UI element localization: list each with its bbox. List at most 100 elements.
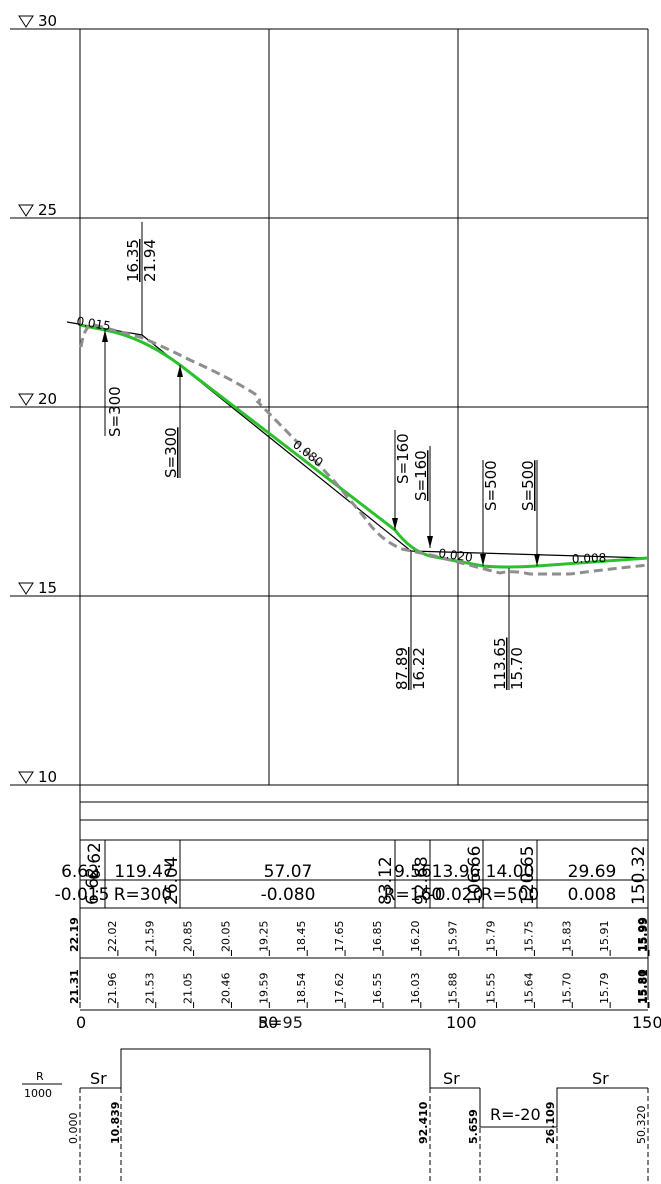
vc-arrow-6 [534,554,540,566]
sr-label-3: Sr [592,1069,609,1088]
ground-elevation-label: 15.70 [560,973,573,1005]
length-label-3: 92.410 [417,1101,430,1144]
band-top-7: 29.69 [568,862,617,882]
pvi-station-3: 113.65 [491,638,509,691]
ground-elevation-label: 20.46 [219,973,232,1005]
design-elevation-label: 15.97 [447,921,460,953]
band-bottom-2: R=300 [114,885,173,905]
ground-elevation-label: 18.54 [295,973,308,1005]
band-vertical-8: 150.32 [629,846,649,905]
band-bottom-6: R=500 [481,885,540,905]
band-top-4: 9.56 [394,862,432,882]
elevation-triangle-15 [18,582,34,595]
station-labels: 0 50 100 150 R=95 [76,1013,661,1032]
elevation-triangle-30 [18,15,34,28]
vc-arrow-4 [427,536,433,548]
pvi-elevation-1: 21.94 [141,239,159,282]
band-vertical-4: 83.12 [376,856,396,905]
station-overlap-label: R=95 [258,1013,303,1032]
vc-label-4: S=160 [412,450,430,501]
vc-label-3: S=160 [394,433,412,484]
elevation-markers [18,15,34,784]
grade-band-vertical: 6.62 6.62 26.04 83.12 92.68 106.66 120.6… [83,842,649,905]
design-elevation-label: 21.59 [144,921,157,953]
design-elevation-label: 15.91 [598,921,611,953]
sr-label-2: Sr [443,1069,460,1088]
band-vertical-6: 106.66 [465,846,485,905]
design-elevation-label: 22.02 [106,921,119,953]
band-top-5: 13.96 [432,862,481,882]
horizontal-band [22,1048,649,1184]
elevation-label-20: 20 [38,390,57,408]
vc-arrow-3 [392,518,398,530]
band-top-3: 57.07 [264,862,313,882]
ground-elevation-label: 15.79 [598,973,611,1005]
vc-label-2: S=300 [162,427,180,478]
vertical-curve-arrows [102,330,540,566]
elevation-triangle-20 [18,393,34,406]
pvi-leaders [141,222,510,690]
ground-elevation-label: 21.53 [144,973,157,1005]
ground-elevation-label: 21.96 [106,973,119,1005]
station-label-150: 150 [632,1013,661,1032]
band-top-6: 14.00 [486,862,535,882]
r-curve-label: R=-20 [490,1105,541,1124]
ground-elevation-label: 16.55 [371,973,384,1005]
design-elevation-label: 17.65 [333,921,346,953]
vc-label-6: S=500 [519,460,537,511]
ground-elevation-label: 15.80 [636,969,649,1004]
station-label-0: 0 [76,1013,86,1032]
station-label-100: 100 [446,1013,477,1032]
length-label-6: 50.320 [635,1106,648,1145]
band-bottom-7: 0.008 [568,885,617,905]
ground-elevation-label: 21.05 [182,973,195,1005]
length-label-4: 5.659 [467,1109,480,1144]
elevation-triangle-10 [18,771,34,784]
design-elevation-label: 16.20 [409,921,422,953]
tangent-line [66,321,649,559]
vc-arrow-1 [102,330,108,342]
pvi-elevation-3: 15.70 [508,647,526,690]
vc-arrow-2 [177,365,183,377]
band-vertical-3: 26.04 [162,856,182,905]
r-label: R [36,1070,44,1083]
vertical-curve-labels: S=300 S=300 S=160 S=160 S=500 S=500 [106,386,537,511]
vertical-curve-markers [104,330,538,566]
horizontal-band-labels: R 1000 Sr Sr Sr R=-20 0.000 10.839 92.41… [24,1069,648,1144]
ground-elevation-label: 15.64 [522,973,535,1005]
grade-band-bottom: -0.015 R=300 -0.080 R=160 -0.020 R=500 0… [55,885,617,905]
grade-label-1: 0.015 [76,314,112,333]
design-elevation-label: 22.19 [68,917,81,952]
ground-elevation-label: 17.62 [333,973,346,1005]
alignment-step-1 [80,1048,480,1089]
pvi-station-2: 87.89 [393,647,411,690]
vc-label-1: S=300 [106,386,124,437]
band-bottom-3: -0.080 [261,885,316,905]
band-bottom-5: -0.020 [429,885,484,905]
design-elevation-label: 15.83 [560,921,573,953]
ground-elevation-row: 21.31 21.96 21.53 21.05 20.46 19.59 18.54 17.62… [68,969,650,1008]
length-label-2: 10.839 [109,1102,122,1144]
ground-elevation-label: 15.81 [637,969,650,1004]
band-vertical-2: 6.62 [83,867,103,905]
pvi-labels: 16.35 21.94 87.89 16.22 113.65 15.70 [124,239,526,690]
elevation-grid [10,28,649,1000]
band-vertical-5: 92.68 [412,856,432,905]
elevation-label-15: 15 [38,579,57,597]
pvi-elevation-2: 16.22 [410,647,428,690]
band-vertical-1: 6.62 [85,842,105,880]
length-label-5: 26.109 [544,1102,557,1144]
ground-elevation-label: 21.31 [68,969,81,1004]
elevation-triangle-25 [18,204,34,217]
grade-labels: 0.015 0.080 0.020 0.008 [76,314,607,566]
elevation-labels: 30 25 20 15 10 [38,12,57,786]
vc-arrow-5 [480,554,486,566]
design-elevation-label: 16.85 [371,921,384,953]
design-elevation-label: 20.05 [219,921,232,953]
band-frame [80,801,648,1011]
design-elevation-label: 15.99 [637,917,650,952]
elevation-label-10: 10 [38,768,57,786]
design-profile-line [79,323,649,569]
band-vertical-7: 120.65 [518,846,538,905]
